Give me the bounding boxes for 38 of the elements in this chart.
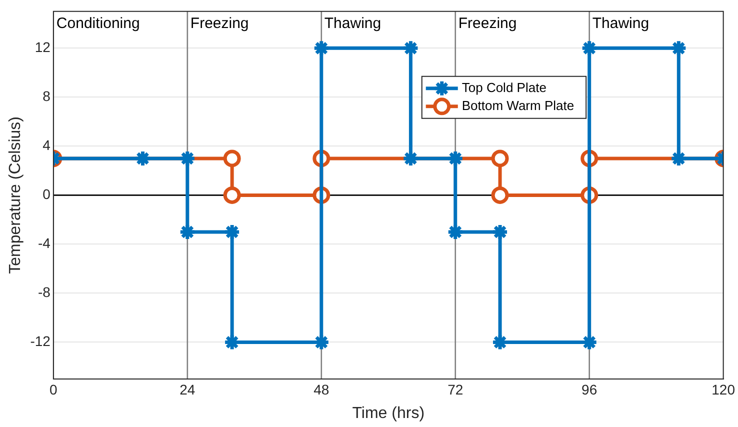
point [223, 186, 241, 204]
x-tick-label: 120 [712, 381, 736, 398]
point [670, 39, 688, 57]
point [446, 150, 464, 168]
point [491, 223, 509, 241]
legend-label: Top Cold Plate [462, 80, 546, 95]
legend-label: Bottom Warm Plate [462, 98, 574, 113]
point [178, 150, 196, 168]
point [402, 39, 420, 57]
point [491, 186, 509, 204]
y-tick-label: -8 [38, 284, 51, 300]
y-tick-label: 0 [42, 186, 51, 202]
point [402, 150, 420, 168]
point [491, 150, 509, 168]
y-tick-label: 4 [42, 137, 51, 154]
y-tick-label: -12 [30, 333, 51, 350]
x-tick-label: 48 [314, 381, 330, 398]
y-tick-label: -4 [38, 235, 51, 252]
x-tick-label: 72 [448, 381, 464, 398]
point [178, 223, 196, 241]
x-tick-label: 96 [582, 381, 598, 398]
annotation: Conditioning [56, 15, 140, 32]
ref-line-label: Freezing [190, 15, 249, 32]
y-tick-label: 12 [34, 39, 51, 56]
y-tick-label: 8 [42, 88, 51, 104]
point [312, 39, 330, 57]
ref-line-label: Thawing [592, 15, 650, 32]
point [670, 150, 688, 168]
point [446, 223, 464, 241]
x-tick-label: 24 [180, 381, 196, 398]
point [223, 150, 241, 168]
point [134, 150, 152, 168]
y-axis-title: Temperature (Celsius) [7, 116, 24, 274]
ref-line-label: Thawing [324, 15, 382, 32]
point [223, 223, 241, 241]
point [580, 39, 598, 57]
ref-line-label: Freezing [458, 15, 517, 32]
x-axis-title: Time (hrs) [352, 404, 425, 422]
